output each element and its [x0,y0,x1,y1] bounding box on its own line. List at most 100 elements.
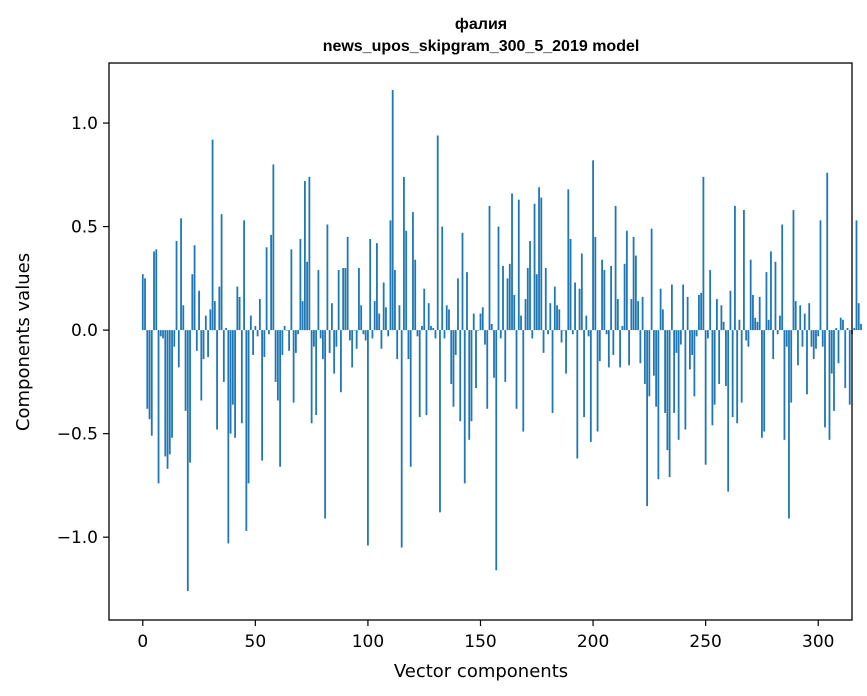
bar [621,325,624,331]
bar [319,330,322,339]
bar [842,319,844,331]
bar [153,251,155,331]
bar [331,303,333,331]
bar [857,303,860,331]
bar [220,214,223,331]
bar [682,284,685,331]
bar [722,321,725,331]
bar [835,328,838,331]
bar [263,330,266,358]
bar [607,330,610,368]
bar [535,274,538,331]
bar [592,160,594,331]
bar [772,330,775,360]
bar [511,193,513,331]
bar [756,321,759,331]
bar [808,303,811,331]
bar [657,330,660,480]
bar [612,330,615,355]
bar [520,315,522,331]
bar [150,330,153,436]
bar [144,278,146,331]
bar [598,330,601,362]
bar [502,265,504,331]
y-tick-label: −0.5 [57,425,98,445]
bars-group [141,89,862,592]
bar [619,330,621,368]
bar [860,323,862,331]
bar [290,249,293,331]
bar [297,330,300,335]
bar [346,236,349,331]
bar [833,330,835,411]
bar [470,330,473,422]
bar [373,301,376,331]
bar [639,330,642,364]
bar [394,270,396,331]
bar [324,330,327,519]
bar [164,330,167,457]
x-tick-label: 0 [137,632,148,652]
bar [745,330,748,341]
bar [396,330,399,360]
x-tick-label: 300 [802,632,834,652]
bar [529,241,531,331]
bar [267,330,270,335]
bar [488,205,491,331]
bar [490,323,493,331]
bar [344,267,347,331]
bar [540,197,543,331]
plot-frame [108,62,853,621]
bar [810,330,813,347]
y-tick-label: 0.5 [71,218,98,238]
bar [186,330,189,592]
bar [752,294,754,331]
bar [844,330,847,389]
bar [481,307,484,331]
bar [583,330,585,418]
bar [761,330,763,438]
bar [159,330,162,337]
bar [195,330,198,351]
bar [691,330,694,355]
bar [560,330,563,343]
bar [387,330,390,337]
bar [457,278,459,331]
bar [855,220,858,331]
y-tick-label: 0.0 [71,321,98,341]
bar [770,251,772,331]
bar [495,330,498,571]
bar [700,292,703,331]
bar [315,330,318,416]
bar [544,267,547,331]
bar [839,317,842,331]
bar [421,325,423,331]
bar [641,296,644,331]
bar [328,330,331,353]
bar [337,270,340,331]
bar [425,330,428,416]
bar [162,330,164,339]
bar [468,330,471,440]
bar [412,212,414,331]
bar [637,301,640,331]
bar [288,330,291,351]
bar [198,290,200,331]
bar [367,330,369,546]
bar [655,330,658,407]
bar [317,270,320,331]
bar [779,315,781,331]
bar [209,309,212,331]
chart-title: фалия [455,16,507,33]
bar [222,330,225,382]
bar [240,330,243,424]
bar [743,210,745,331]
bar [477,330,480,331]
bar [378,313,381,331]
bar [522,330,525,432]
bar [249,315,252,331]
bar [274,330,277,382]
bar [837,330,840,364]
bar [670,284,673,331]
bar [141,274,144,331]
